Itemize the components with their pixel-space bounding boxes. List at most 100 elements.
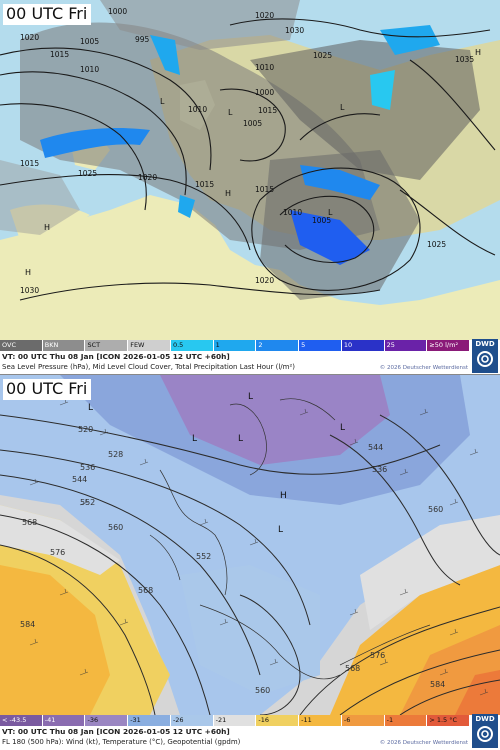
valid-time-line: VT: 00 UTC Thu 08 Jan [ICON 2026-01-05 1… bbox=[2, 352, 230, 361]
legend-entry: < -43.5 bbox=[0, 715, 43, 726]
low-pressure-marker: L bbox=[160, 97, 165, 106]
legend-entry: -26 bbox=[170, 715, 214, 726]
isobar-label: 1005 bbox=[80, 37, 99, 46]
isobar-label: 1025 bbox=[427, 240, 446, 249]
low-pressure-marker: L bbox=[88, 403, 93, 413]
contour-label: 560 bbox=[255, 686, 270, 695]
isobar-label: 1015 bbox=[258, 106, 277, 115]
panel-divider bbox=[0, 374, 500, 375]
dwd-logo: DWD bbox=[472, 339, 498, 373]
map-description: FL 180 (500 hPa): Wind (kt), Temperature… bbox=[2, 738, 241, 746]
isobar-label: 1015 bbox=[255, 185, 274, 194]
isobar-label: 1000 bbox=[255, 88, 274, 97]
contour-label: 576 bbox=[50, 548, 65, 557]
high-pressure-marker: H bbox=[225, 189, 231, 198]
isobar-label: 1020 bbox=[138, 173, 157, 182]
dwd-logo: DWD bbox=[472, 714, 498, 748]
contour-label: 568 bbox=[138, 586, 153, 595]
legend-entry: 5 bbox=[299, 340, 342, 351]
contour-label: 528 bbox=[108, 450, 123, 459]
legend-entry: BKN bbox=[42, 340, 86, 351]
bottom-info-bar: VT: 00 UTC Thu 08 Jan [ICON 2026-01-05 1… bbox=[0, 726, 500, 750]
dwd-swirl-icon bbox=[477, 726, 493, 742]
legend-entry: 2 bbox=[256, 340, 300, 351]
contour-label: 568 bbox=[22, 518, 37, 527]
map-description: Sea Level Pressure (hPa), Mid Level Clou… bbox=[2, 363, 295, 371]
legend-entry: 1 bbox=[213, 340, 257, 351]
isobar-label: 1010 bbox=[188, 105, 207, 114]
isobar-label: 1030 bbox=[285, 26, 304, 35]
isobar-label: 1010 bbox=[283, 208, 302, 217]
contour-label: 544 bbox=[368, 443, 383, 452]
cloud-precip-legend: OVC BKN SCT FEW 0.5 1 2 5 10 25 ≥50 l/m² bbox=[0, 340, 500, 351]
high-pressure-marker: H bbox=[475, 48, 481, 57]
high-pressure-marker: H bbox=[280, 491, 287, 501]
low-pressure-marker: L bbox=[228, 108, 233, 117]
legend-entry: OVC bbox=[0, 340, 43, 351]
isobar-labels: 1000 1020 1015 1005 1010 995 1020 1030 1… bbox=[20, 7, 474, 295]
isobar-label: 1005 bbox=[243, 119, 262, 128]
contour-label: 560 bbox=[428, 505, 443, 514]
dwd-logo-text: DWD bbox=[475, 340, 495, 348]
low-pressure-marker: L bbox=[238, 434, 243, 444]
low-pressure-marker: L bbox=[278, 525, 283, 535]
isobar-label: 1015 bbox=[20, 159, 39, 168]
contour-label: 568 bbox=[345, 664, 360, 673]
valid-time-line: VT: 00 UTC Thu 08 Jan [ICON 2026-01-05 1… bbox=[2, 727, 230, 736]
legend-entry: -21 bbox=[213, 715, 257, 726]
legend-entry: -11 bbox=[299, 715, 342, 726]
contour-label: 520 bbox=[78, 425, 93, 434]
isobar-label: 1025 bbox=[78, 169, 97, 178]
low-pressure-marker: L bbox=[328, 208, 333, 217]
isobar-label: 1015 bbox=[50, 50, 69, 59]
high-pressure-marker: H bbox=[44, 223, 50, 232]
contour-label: 536 bbox=[372, 465, 387, 474]
valid-time-label: 00 UTC Fri bbox=[3, 4, 92, 25]
isobar-label: 1010 bbox=[80, 65, 99, 74]
legend-entry: -36 bbox=[85, 715, 129, 726]
temperature-legend: < -43.5 -41 -36 -31 -26 -21 -16 -11 -6 -… bbox=[0, 715, 500, 726]
contour-label: 560 bbox=[108, 523, 123, 532]
isobar-label: 1020 bbox=[255, 11, 274, 20]
fl180-map: 520 528 536 544 552 560 568 576 584 544 … bbox=[0, 375, 500, 715]
isobar-label: 1005 bbox=[312, 216, 331, 225]
isobar-label: 1015 bbox=[195, 180, 214, 189]
isobar-label: 1025 bbox=[313, 51, 332, 60]
contour-label: 552 bbox=[80, 498, 95, 507]
isobar-label: 1030 bbox=[20, 286, 39, 295]
legend-entry: SCT bbox=[85, 340, 129, 351]
legend-entry: 0.5 bbox=[170, 340, 214, 351]
low-pressure-marker: L bbox=[340, 423, 345, 433]
legend-entry: -6 bbox=[341, 715, 385, 726]
legend-entry: FEW bbox=[128, 340, 171, 351]
top-map-panel: 1000 1020 1015 1005 1010 995 1020 1030 1… bbox=[0, 0, 500, 375]
contour-label: 552 bbox=[196, 552, 211, 561]
legend-entry: -41 bbox=[42, 715, 86, 726]
isobar-label: 1000 bbox=[108, 7, 127, 16]
legend-entry: 25 bbox=[384, 340, 428, 351]
isobar-label: 995 bbox=[135, 35, 150, 44]
legend-entry: -16 bbox=[256, 715, 300, 726]
bottom-map-panel: 520 528 536 544 552 560 568 576 584 544 … bbox=[0, 375, 500, 750]
copyright: © 2026 Deutscher Wetterdienst bbox=[379, 365, 468, 371]
geopotential-labels: 520 528 536 544 552 560 568 576 584 544 … bbox=[20, 425, 445, 695]
low-pressure-marker: L bbox=[248, 392, 253, 402]
contour-label: 536 bbox=[80, 463, 95, 472]
pressure-centers: H L L H L L H H bbox=[25, 48, 481, 277]
legend-entry: > 1.5 °C bbox=[427, 715, 471, 726]
isobar-label: 1020 bbox=[20, 33, 39, 42]
isobar-label: 1010 bbox=[255, 63, 274, 72]
dwd-logo-text: DWD bbox=[475, 715, 495, 723]
isobar-label: 1020 bbox=[255, 276, 274, 285]
contour-label: 544 bbox=[72, 475, 87, 484]
pressure-centers-500: L L L L L H L bbox=[88, 392, 345, 535]
contour-label: 576 bbox=[370, 651, 385, 660]
legend-entry: ≥50 l/m² bbox=[427, 340, 471, 351]
legend-entry: 10 bbox=[341, 340, 385, 351]
valid-time-label: 00 UTC Fri bbox=[3, 379, 92, 400]
dwd-swirl-icon bbox=[477, 351, 493, 367]
legend-entry: -31 bbox=[128, 715, 171, 726]
copyright: © 2026 Deutscher Wetterdienst bbox=[379, 740, 468, 746]
low-pressure-marker: L bbox=[192, 434, 197, 444]
isobar-label: 1035 bbox=[455, 55, 474, 64]
